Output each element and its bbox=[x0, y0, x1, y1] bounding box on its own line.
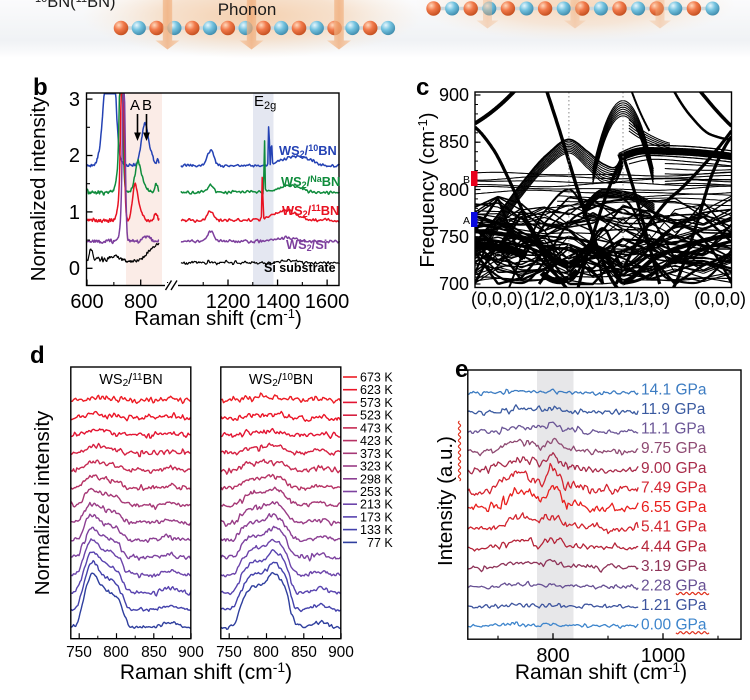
svg-text:573 K: 573 K bbox=[360, 396, 393, 410]
svg-text:850: 850 bbox=[141, 644, 167, 661]
svg-text:(1/3,1/3,0): (1/3,1/3,0) bbox=[588, 289, 670, 309]
svg-text:6.55 GPa: 6.55 GPa bbox=[641, 499, 707, 516]
svg-text:750: 750 bbox=[439, 227, 469, 247]
svg-text:523 K: 523 K bbox=[360, 409, 393, 423]
svg-text:298 K: 298 K bbox=[360, 472, 393, 486]
svg-text:133 K: 133 K bbox=[360, 523, 393, 537]
svg-text:3: 3 bbox=[69, 89, 80, 111]
svg-text:B: B bbox=[463, 174, 470, 186]
svg-text:800: 800 bbox=[536, 645, 569, 667]
svg-text:373 K: 373 K bbox=[360, 447, 393, 461]
svg-text:Normalized intensity: Normalized intensity bbox=[31, 410, 54, 595]
svg-text:1: 1 bbox=[69, 202, 80, 224]
svg-text:700: 700 bbox=[439, 274, 469, 294]
svg-text:1200: 1200 bbox=[206, 291, 251, 313]
svg-text:77 K: 77 K bbox=[367, 536, 393, 550]
svg-text:0.00 GPa: 0.00 GPa bbox=[641, 617, 707, 634]
svg-text:WS2/NaBN: WS2/NaBN bbox=[281, 174, 340, 190]
svg-text:750: 750 bbox=[216, 644, 242, 661]
svg-text:d: d bbox=[30, 342, 45, 369]
svg-text:WS2/Si: WS2/Si bbox=[286, 237, 327, 253]
svg-text:2.28 GPa: 2.28 GPa bbox=[641, 578, 707, 595]
svg-text:5.41 GPa: 5.41 GPa bbox=[641, 519, 707, 536]
svg-text:11.9 GPa: 11.9 GPa bbox=[641, 401, 706, 418]
svg-text:253 K: 253 K bbox=[360, 485, 393, 499]
svg-text:Normalized intensity: Normalized intensity bbox=[27, 96, 50, 281]
svg-text:0: 0 bbox=[69, 258, 80, 280]
svg-text:(1/2,0,0): (1/2,0,0) bbox=[524, 289, 591, 309]
svg-text:(0,0,0): (0,0,0) bbox=[694, 289, 746, 309]
svg-text:1400: 1400 bbox=[256, 291, 301, 313]
svg-text:10BN(11BN): 10BN(11BN) bbox=[35, 0, 116, 11]
svg-text:A: A bbox=[463, 215, 470, 227]
svg-text:423 K: 423 K bbox=[360, 434, 393, 448]
svg-text:e: e bbox=[455, 356, 468, 383]
svg-text:c: c bbox=[416, 74, 429, 101]
svg-text:1000: 1000 bbox=[641, 645, 686, 667]
svg-text:7.49 GPa: 7.49 GPa bbox=[641, 479, 707, 496]
svg-text:1600: 1600 bbox=[305, 291, 350, 313]
svg-text:900: 900 bbox=[178, 644, 204, 661]
svg-text:600: 600 bbox=[70, 291, 103, 313]
svg-text:473 K: 473 K bbox=[360, 421, 393, 435]
svg-text:323 K: 323 K bbox=[360, 460, 393, 474]
svg-text:WS2/11BN: WS2/11BN bbox=[282, 203, 339, 219]
svg-text:800: 800 bbox=[253, 644, 279, 661]
svg-text:173 K: 173 K bbox=[360, 510, 393, 524]
svg-text:WS2/11BN: WS2/11BN bbox=[99, 372, 163, 389]
svg-text:WS2/10BN: WS2/10BN bbox=[249, 372, 313, 389]
svg-text:623 K: 623 K bbox=[360, 383, 393, 397]
svg-text:B: B bbox=[142, 97, 152, 114]
svg-text:Frequency (cm-1): Frequency (cm-1) bbox=[415, 112, 439, 267]
svg-text:14.1 GPa: 14.1 GPa bbox=[641, 381, 707, 398]
svg-text:9.75 GPa: 9.75 GPa bbox=[641, 440, 707, 457]
svg-text:213 K: 213 K bbox=[360, 498, 393, 512]
svg-text:WS2/10BN: WS2/10BN bbox=[279, 143, 337, 159]
svg-text:1.21 GPa: 1.21 GPa bbox=[641, 597, 707, 614]
svg-text:4.44 GPa: 4.44 GPa bbox=[641, 538, 707, 555]
svg-text:750: 750 bbox=[66, 644, 92, 661]
svg-text:Intensity (a.u.): Intensity (a.u.) bbox=[434, 436, 457, 566]
svg-text:A: A bbox=[130, 97, 140, 114]
svg-text:850: 850 bbox=[439, 132, 469, 152]
svg-text:850: 850 bbox=[291, 644, 317, 661]
svg-text:Phonon: Phonon bbox=[218, 0, 277, 19]
svg-text:800: 800 bbox=[124, 291, 157, 313]
svg-text:9.00 GPa: 9.00 GPa bbox=[641, 460, 707, 477]
svg-text:b: b bbox=[33, 74, 48, 101]
svg-text:3.19 GPa: 3.19 GPa bbox=[641, 558, 707, 575]
svg-text:800: 800 bbox=[439, 180, 469, 200]
svg-text:11.1 GPa: 11.1 GPa bbox=[641, 421, 706, 438]
svg-text:800: 800 bbox=[103, 644, 129, 661]
svg-text:900: 900 bbox=[328, 644, 354, 661]
svg-text:2: 2 bbox=[69, 145, 80, 167]
svg-text:900: 900 bbox=[439, 85, 469, 105]
svg-text:Raman shift (cm-1): Raman shift (cm-1) bbox=[120, 659, 292, 684]
svg-text:Si substrate: Si substrate bbox=[264, 261, 336, 275]
svg-text:Raman shift (cm-1): Raman shift (cm-1) bbox=[515, 659, 687, 684]
svg-text:Raman shift (cm-1): Raman shift (cm-1) bbox=[134, 306, 302, 330]
svg-text:673 K: 673 K bbox=[360, 371, 393, 385]
svg-text:(0,0,0): (0,0,0) bbox=[471, 289, 523, 309]
